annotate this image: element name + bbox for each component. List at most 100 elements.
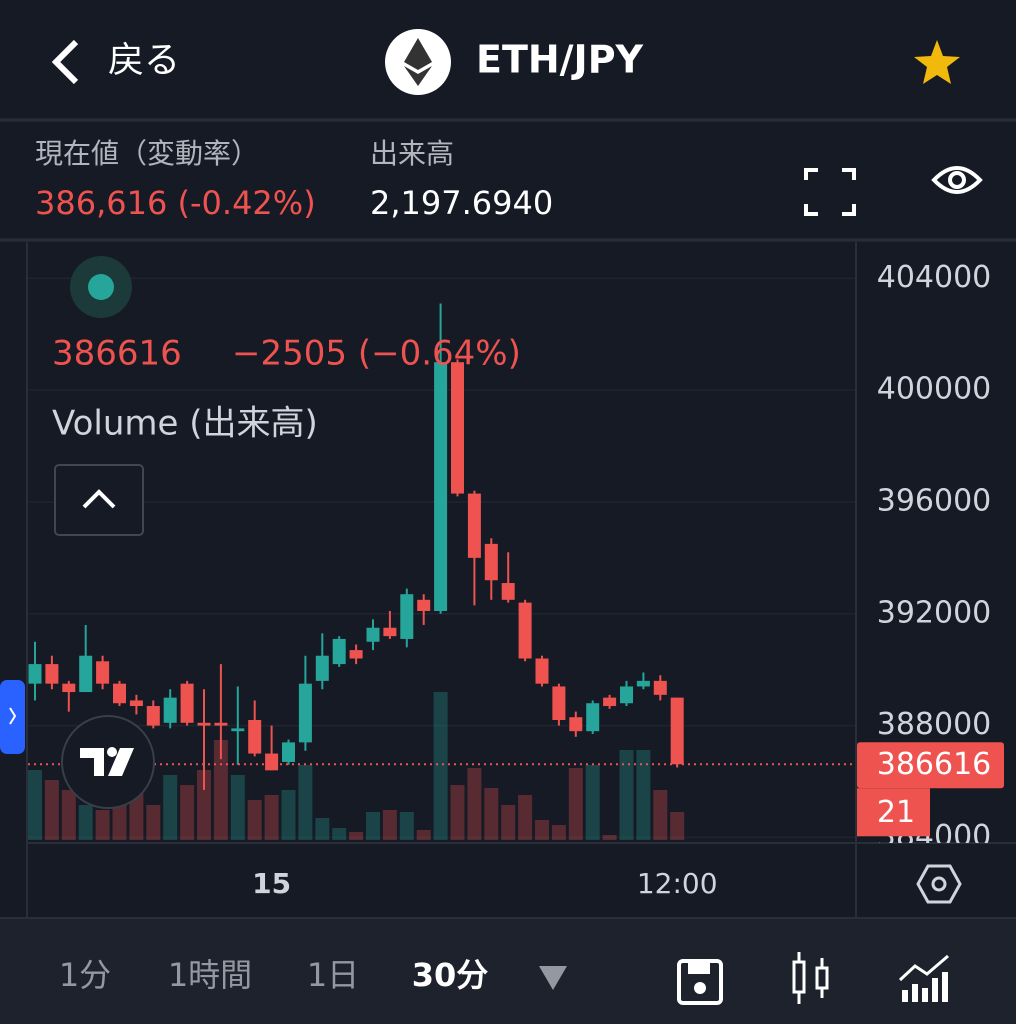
countdown-box [857,788,930,837]
volume-bar [213,740,228,840]
volume-bar [129,790,144,840]
volume-bar [518,795,533,840]
volume-bar [366,812,380,840]
tv-logo[interactable] [61,715,155,809]
volume-bar [61,790,76,840]
price-value: 386,616 (-0.42%) [35,184,316,222]
volume-bar [197,770,211,840]
chart-type-icon[interactable] [792,952,829,1004]
volume-bar [602,835,617,840]
interval-option[interactable]: 1時間 [168,956,252,994]
candle-body [282,742,295,762]
volume-bar [95,810,110,840]
candle-body [518,602,532,659]
candle-body [214,722,228,726]
candle-body [484,543,498,581]
status-dot [88,274,114,300]
candle-body [569,717,583,732]
volume-bar [112,800,127,840]
interval-active[interactable]: 30分 [412,956,489,994]
price-label: 現在値（変動率） [35,137,259,170]
volume-bar [433,692,448,840]
y-tick-label: 400000 [877,372,992,407]
candle-body [552,686,566,721]
legend-price: 386616 [52,334,182,374]
volume-bar [349,832,364,840]
candle-body [315,655,329,681]
candle-body [129,700,143,707]
candle-body [653,680,667,695]
candle-body [248,720,262,754]
interval-option[interactable]: 1分 [59,956,111,994]
volume-bar [399,812,414,840]
dropdown-icon[interactable] [539,966,567,990]
interval-option[interactable]: 1日 [307,956,359,994]
volume-bar [146,805,161,840]
side-tab-icon [9,707,17,725]
volume-bar [670,812,685,840]
volume-bar [551,825,566,840]
settings-icon[interactable] [916,864,962,904]
candle-body [265,753,279,771]
candle-body [332,638,346,665]
volume-bar [619,750,634,840]
volume-bar [332,828,347,840]
volume-label: 出来高 [370,137,454,170]
fullscreen-icon[interactable] [804,168,856,216]
back-text[interactable]: 戻る [108,40,180,81]
candle-body [383,627,397,637]
x-tick-label: 12:00 [637,867,718,900]
candle-body [96,661,110,684]
y-tick-label: 404000 [877,260,992,295]
x-tick-label: 15 [252,867,291,900]
candle-body [146,706,160,726]
y-tick-label: 388000 [877,707,992,742]
candle-body [45,664,59,684]
candle-body [670,697,684,765]
last-price-box [857,742,1004,789]
volume-bar [78,805,93,840]
volume-bar [247,800,262,840]
legend-change: −2505 (−0.64%) [232,334,521,374]
candle-body [417,599,431,611]
candle-body [434,362,448,611]
volume-bar [28,770,42,840]
back-icon[interactable] [51,39,79,85]
toolbar [0,919,1016,1024]
volume-value: 2,197.6940 [370,184,553,222]
candle-body [163,697,177,723]
volume-bar [416,830,431,840]
side-tab[interactable] [0,680,25,754]
collapse-button[interactable] [54,464,144,536]
pair-title: ETH/JPY [476,38,644,82]
last-price-label: 386616 [877,747,992,782]
candle-body [231,728,245,732]
candle-body [298,683,312,743]
candle-body [451,362,464,494]
candle-body [62,683,76,693]
y-tick-label: 392000 [877,595,992,630]
volume-bar [568,768,583,840]
indicators-icon[interactable] [898,954,949,1002]
volume-bar [281,790,296,840]
candle-body [349,650,363,659]
candle-body [467,493,481,558]
volume-bar [44,780,59,840]
volume-bar [298,765,313,840]
y-tick-label: 396000 [877,483,992,518]
candle-body [113,683,126,704]
eth-glyph [404,38,432,86]
candle-body [79,655,93,693]
volume-bar [382,810,397,840]
favorite-star[interactable] [914,40,960,84]
volume-bar [230,775,245,840]
volume-bar [636,750,651,840]
volume-bar [535,820,549,840]
volume-bar [163,775,178,840]
save-icon[interactable] [677,959,723,1005]
candle-body [180,683,194,723]
eye-icon[interactable] [931,166,983,194]
volume-bar [484,788,499,840]
volume-bar [450,785,465,840]
